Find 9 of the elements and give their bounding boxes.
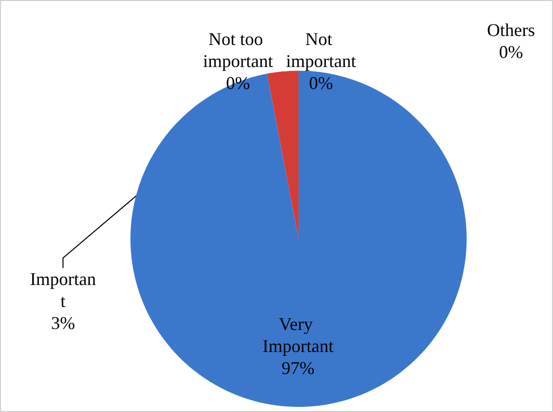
text: 0% [309, 73, 333, 93]
category-label: Not too important [203, 29, 273, 71]
category-label: Others [487, 20, 535, 40]
slice-label: Important [30, 269, 96, 311]
slice-label: Very Important [262, 314, 334, 356]
text: 0% [499, 42, 523, 62]
data-label: 97% [282, 358, 314, 378]
data-label: 3% [51, 313, 75, 333]
category-label: Not important [286, 29, 356, 71]
